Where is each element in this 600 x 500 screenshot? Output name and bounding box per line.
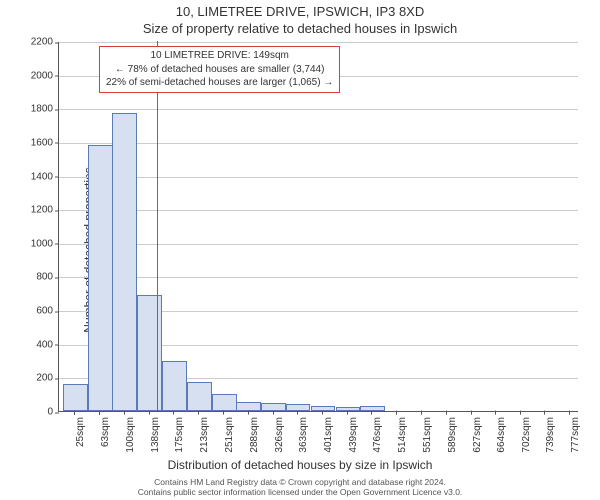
x-tick-label: 777sqm — [570, 411, 581, 453]
x-tick-label: 251sqm — [224, 411, 235, 453]
histogram-bar — [112, 113, 137, 411]
x-tick-label: 213sqm — [199, 411, 210, 453]
annotation-line1: 10 LIMETREE DRIVE: 149sqm — [106, 49, 333, 63]
y-tick-label: 1400 — [31, 171, 59, 182]
y-tick-label: 800 — [36, 272, 59, 283]
histogram-bar — [162, 361, 187, 411]
x-tick-label: 439sqm — [348, 411, 359, 453]
x-tick-label: 363sqm — [298, 411, 309, 453]
x-tick-label: 739sqm — [545, 411, 556, 453]
y-tick-label: 1800 — [31, 104, 59, 115]
x-tick-label: 100sqm — [125, 411, 136, 453]
histogram-bar — [88, 145, 113, 411]
copyright-line2: Contains public sector information licen… — [0, 487, 600, 498]
y-tick-label: 2000 — [31, 70, 59, 81]
x-tick-label: 664sqm — [496, 411, 507, 453]
y-tick-label: 400 — [36, 339, 59, 350]
gridline — [59, 109, 578, 110]
annotation-line3: 22% of semi-detached houses are larger (… — [106, 76, 333, 90]
chart-title-main: 10, LIMETREE DRIVE, IPSWICH, IP3 8XD — [0, 0, 600, 19]
x-tick-label: 138sqm — [150, 411, 161, 453]
x-tick-label: 175sqm — [174, 411, 185, 453]
histogram-bar — [137, 295, 162, 411]
x-tick-label: 401sqm — [323, 411, 334, 453]
chart-title-sub: Size of property relative to detached ho… — [0, 19, 600, 36]
annotation-box: 10 LIMETREE DRIVE: 149sqm ← 78% of detac… — [99, 46, 340, 93]
y-tick-label: 0 — [47, 407, 59, 418]
annotation-line2: ← 78% of detached houses are smaller (3,… — [106, 63, 333, 77]
y-tick-label: 1600 — [31, 137, 59, 148]
histogram-bar — [63, 384, 88, 411]
x-tick-label: 589sqm — [447, 411, 458, 453]
x-tick-label: 63sqm — [100, 411, 111, 447]
copyright-line1: Contains HM Land Registry data © Crown c… — [0, 477, 600, 488]
plot-area: 0200400600800100012001400160018002000220… — [58, 42, 578, 412]
y-tick-label: 1000 — [31, 238, 59, 249]
histogram-bar — [187, 382, 212, 411]
reference-line — [157, 41, 158, 411]
x-tick-label: 702sqm — [521, 411, 532, 453]
y-tick-label: 2200 — [31, 37, 59, 48]
x-tick-label: 476sqm — [372, 411, 383, 453]
y-tick-label: 200 — [36, 373, 59, 384]
x-tick-label: 326sqm — [274, 411, 285, 453]
histogram-bar — [212, 394, 237, 411]
x-tick-label: 514sqm — [397, 411, 408, 453]
x-tick-label: 25sqm — [75, 411, 86, 447]
x-tick-label: 551sqm — [422, 411, 433, 453]
x-axis-label: Distribution of detached houses by size … — [0, 458, 600, 472]
x-tick-label: 627sqm — [472, 411, 483, 453]
x-tick-label: 288sqm — [249, 411, 260, 453]
gridline — [59, 42, 578, 43]
y-tick-label: 1200 — [31, 205, 59, 216]
y-tick-label: 600 — [36, 306, 59, 317]
copyright-text: Contains HM Land Registry data © Crown c… — [0, 477, 600, 498]
chart-container: 10, LIMETREE DRIVE, IPSWICH, IP3 8XD Siz… — [0, 0, 600, 500]
